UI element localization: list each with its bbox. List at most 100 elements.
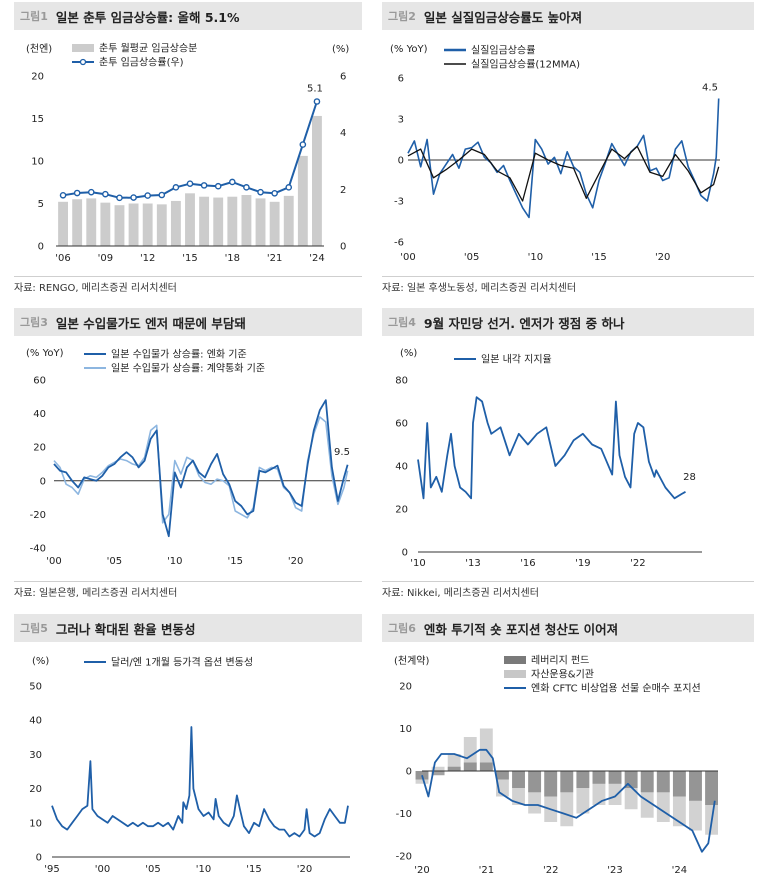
x-tick-label: '09 xyxy=(98,253,113,264)
legend-label: 일본 내각 지지율 xyxy=(481,354,552,366)
source-note: 자료: 일본 후생노동성, 메리츠증권 리서치센터 xyxy=(382,283,577,294)
bar xyxy=(283,195,294,246)
x-tick-label: '00 xyxy=(95,864,110,875)
legend-swatch xyxy=(72,44,94,52)
chart-4: (%) 0 20 40 60 80 '10 '13 '16 '19 '22 28 일본 내각 지지율 xyxy=(395,348,702,569)
y-tick-label: -20 xyxy=(396,852,412,863)
x-tick-label: '15 xyxy=(246,864,261,875)
bar xyxy=(199,196,210,246)
panel-header: 그림2 일본 실질임금상승률도 높아져 xyxy=(382,2,754,30)
bar xyxy=(100,202,111,246)
bar-leveraged-funds xyxy=(608,771,622,784)
chart-panel-5: 그림5 그러나 확대된 환율 변동성 (%) 0 10 20 30 40 50 '95 '00 '… xyxy=(14,614,362,878)
bar xyxy=(297,155,308,246)
series-line xyxy=(51,726,349,838)
y-tick-label-right: 4 xyxy=(340,128,346,139)
data-point xyxy=(158,191,166,199)
x-tick-label: '12 xyxy=(140,253,155,264)
y-tick-label: 60 xyxy=(33,376,46,387)
y-tick-label: 40 xyxy=(33,409,46,420)
data-point xyxy=(172,184,180,191)
series-line-contract xyxy=(53,416,349,524)
y-tick-label-left: 0 xyxy=(38,242,44,253)
x-tick-label: '05 xyxy=(107,556,122,567)
bar-leveraged-funds xyxy=(528,771,542,793)
x-tick-label: '21 xyxy=(267,253,282,264)
x-tick-label: '05 xyxy=(145,864,160,875)
legend-label: 달러/엔 1개월 등가격 옵션 변동성 xyxy=(111,656,253,669)
x-tick-label: '20 xyxy=(288,556,303,567)
data-point xyxy=(313,98,321,105)
legend-label: 실질임금상승률 xyxy=(471,44,535,57)
x-tick-label: '10 xyxy=(167,556,182,567)
legend-label: 자산운용&기관 xyxy=(531,669,594,681)
data-point xyxy=(257,188,264,196)
figure-number: 그림1 xyxy=(20,10,48,23)
legend-label: 일본 수입물가 상승률: 계약통화 기준 xyxy=(111,362,265,375)
y-axis-label: (%) xyxy=(400,348,417,359)
chart-panel-3: 그림3 일본 수입물가도 엔저 때문에 부담돼 (% YoY) -40 -20 0 20… xyxy=(14,308,362,600)
y-tick-label: 20 xyxy=(395,505,408,516)
y-tick-label: 30 xyxy=(29,750,42,761)
bar-leveraged-funds xyxy=(415,771,429,780)
data-point xyxy=(214,182,222,190)
figure-number: 그림3 xyxy=(20,316,48,329)
bar-leveraged-funds xyxy=(447,766,461,771)
bar-leveraged-funds xyxy=(592,771,606,784)
data-point xyxy=(200,182,208,189)
chart-title: 엔화 투기적 숏 포지션 청산도 이어져 xyxy=(423,621,619,637)
bar xyxy=(213,197,224,246)
divider xyxy=(382,581,754,582)
y-axis-label-left: (천엔) xyxy=(26,43,52,55)
y-tick-label: -3 xyxy=(394,197,404,208)
x-tick-label: '13 xyxy=(465,558,480,569)
legend-label: 춘투 월평균 임금상승분 xyxy=(99,42,197,55)
data-point xyxy=(87,188,95,196)
legend-marker xyxy=(79,58,87,66)
x-tick-label: '24 xyxy=(309,253,324,264)
bar-leveraged-funds xyxy=(705,771,718,805)
chart-panel-2: 그림2 일본 실질임금상승률도 높아져 (% YoY) -6 -3 0 3 6 '00 '05… xyxy=(382,2,754,294)
x-tick-label: '23 xyxy=(607,865,622,876)
bar xyxy=(114,205,125,246)
bar-asset-managers xyxy=(431,766,445,771)
chart-title: 9월 자민당 선거. 엔저가 쟁점 중 하나 xyxy=(423,315,625,331)
y-tick-label: 0 xyxy=(406,767,412,778)
chart-panel-4: 그림4 9월 자민당 선거. 엔저가 쟁점 중 하나 (%) 0 20 40 60 80 '… xyxy=(382,308,754,600)
figure-number: 그림4 xyxy=(388,316,416,329)
bar-leveraged-funds xyxy=(463,762,477,771)
data-point xyxy=(186,180,194,187)
y-tick-label-left: 10 xyxy=(31,157,44,168)
y-tick-label-left: 15 xyxy=(31,114,44,125)
panel-header: 그림5 그러나 확대된 환율 변동성 xyxy=(14,614,362,642)
panel-header: 그림4 9월 자민당 선거. 엔저가 쟁점 중 하나 xyxy=(382,308,754,336)
y-tick-label: -40 xyxy=(30,544,46,555)
series-line xyxy=(417,396,686,500)
divider xyxy=(382,276,754,277)
x-tick-label: '16 xyxy=(520,558,535,569)
x-tick-label: '18 xyxy=(225,253,240,264)
y-tick-label: 40 xyxy=(29,716,42,727)
x-tick-label: '05 xyxy=(464,252,479,263)
x-tick-label: '00 xyxy=(400,252,415,263)
y-tick-label-left: 20 xyxy=(31,72,44,83)
y-tick-label: 20 xyxy=(399,682,412,693)
data-point xyxy=(59,191,67,199)
bar xyxy=(58,201,68,246)
y-tick-label-right: 0 xyxy=(340,242,346,253)
bar-leveraged-funds xyxy=(640,771,654,793)
bar xyxy=(86,198,97,246)
legend-label: 엔화 CFTC 비상업용 선물 순매수 포지션 xyxy=(531,682,701,695)
bar xyxy=(156,204,167,246)
y-tick-label: 20 xyxy=(33,443,46,454)
y-tick-label-right: 6 xyxy=(340,72,346,83)
bar-leveraged-funds xyxy=(576,771,590,788)
bar xyxy=(72,199,83,246)
bar xyxy=(227,196,238,246)
x-tick-label: '10 xyxy=(410,558,425,569)
chart-title: 일본 춘투 임금상승률: 올해 5.1% xyxy=(55,9,240,25)
chart-5: (%) 0 10 20 30 40 50 '95 '00 '05 '10 '15 '20 달러/엔 1개월… xyxy=(29,656,350,875)
divider xyxy=(14,581,362,582)
bar-leveraged-funds xyxy=(672,771,686,797)
y-tick-label: 0 xyxy=(36,853,42,864)
